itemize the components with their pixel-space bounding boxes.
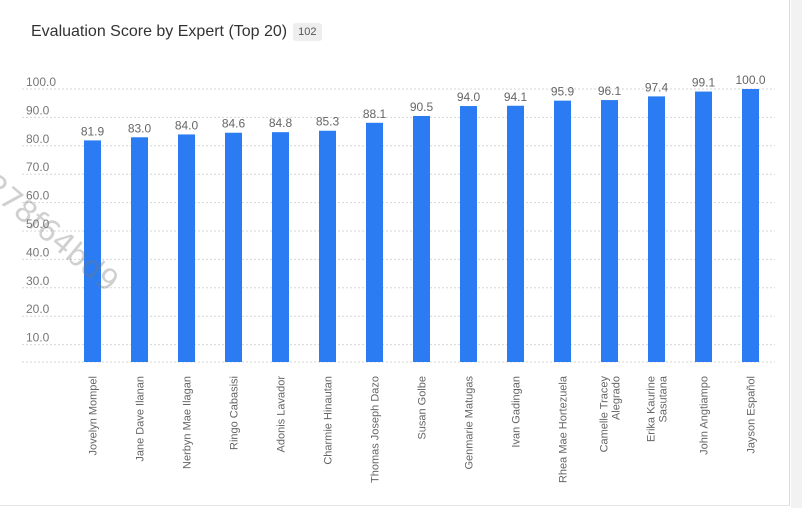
y-tick-label: 90.0	[26, 103, 50, 117]
x-tick-label-line: Thomas Joseph Dazo	[370, 376, 382, 483]
x-tick-label-line: Ivan Gadingan	[511, 376, 523, 448]
data-label: 97.4	[645, 80, 669, 94]
data-label: 85.3	[316, 115, 340, 129]
x-tick-label-line: Charmie Hinautan	[323, 376, 335, 465]
data-label: 94.1	[504, 90, 528, 104]
y-tick-label: 70.0	[26, 160, 50, 174]
x-tick-label-line: Sasutana	[658, 375, 670, 422]
y-tick-label: 10.0	[26, 331, 50, 345]
data-label: 100.0	[735, 73, 765, 87]
x-tick-label: John Angtiampo	[699, 376, 711, 455]
scrollbar-track[interactable]	[791, 0, 802, 508]
x-tick-label: Genmarie Matugas	[464, 376, 476, 470]
x-tick-label: Jane Dave Ilanan	[135, 376, 147, 462]
x-tick-label: Charmie Hinautan	[323, 376, 335, 465]
data-label: 84.8	[269, 116, 293, 130]
chart-panel	[0, 0, 790, 506]
x-tick-label-line: Camelle Tracey	[599, 376, 611, 453]
x-tick-label-line: Jane Dave Ilanan	[135, 376, 147, 462]
x-tick-label-line: Genmarie Matugas	[464, 376, 476, 470]
bar	[272, 132, 289, 362]
y-tick-label: 100.0	[26, 75, 56, 89]
bar	[366, 122, 383, 363]
data-label: 83.0	[128, 121, 152, 135]
data-label: 88.1	[363, 107, 387, 121]
x-tick-label-line: Rhea Mae Hortezuela	[558, 375, 570, 483]
data-label: 95.9	[551, 85, 575, 99]
bar	[601, 100, 618, 363]
x-tick-label-line: Jayson Español	[746, 376, 758, 454]
bar-chart: 10.0 20.0 30.0 40.0 50.0 60.0 70.0 80.0 90.0 100.…	[22, 73, 775, 483]
bar	[742, 89, 759, 362]
x-tick-label: Susan Golbe	[417, 376, 429, 440]
x-tick-label-line: Susan Golbe	[417, 376, 429, 440]
x-tick-label-line: Jovelyn Mompel	[88, 376, 100, 455]
y-tick-label: 80.0	[26, 132, 50, 146]
data-label: 84.0	[175, 118, 199, 132]
x-tick-label: Erika Kaurine Sasutana	[646, 375, 670, 442]
x-tick-label: Adonis Lavador	[276, 376, 288, 453]
data-label: 81.9	[81, 124, 105, 138]
y-tick-label: 30.0	[26, 274, 50, 288]
bar	[413, 115, 430, 362]
x-tick-label: Nerbyn Mae Ilagan	[182, 376, 194, 469]
x-tick-label: Jayson Español	[746, 376, 758, 454]
x-tick-label-line: Erika Kaurine	[646, 376, 658, 442]
x-tick-label: Camelle Tracey Alegrado	[599, 376, 623, 453]
bar	[507, 105, 524, 363]
data-label: 94.0	[457, 90, 481, 104]
x-tick-label: Thomas Joseph Dazo	[370, 376, 382, 483]
bar	[648, 96, 665, 362]
x-tick-label-line: Ringo Cabasisi	[229, 376, 241, 450]
chart-header: Evaluation Score by Expert (Top 20) 102	[31, 21, 322, 43]
count-badge: 102	[293, 23, 322, 41]
chart-area: 10.0 20.0 30.0 40.0 50.0 60.0 70.0 80.0 90.0 100.…	[22, 73, 775, 483]
bar	[554, 100, 571, 363]
x-tick-label: Ringo Cabasisi	[229, 376, 241, 450]
y-tick-label: 60.0	[26, 189, 50, 203]
chart-title: Evaluation Score by Expert (Top 20)	[31, 23, 288, 40]
bar	[695, 91, 712, 362]
y-tick-label: 20.0	[26, 302, 50, 316]
x-tick-label-line: Nerbyn Mae Ilagan	[182, 376, 194, 469]
bar	[225, 132, 242, 362]
bar	[460, 106, 477, 362]
data-label: 96.1	[598, 84, 622, 98]
data-label: 90.5	[410, 100, 434, 114]
x-tick-label: Rhea Mae Hortezuela	[558, 375, 570, 483]
bar	[178, 134, 195, 362]
x-tick-label-line: Adonis Lavador	[276, 376, 288, 453]
bar	[319, 130, 336, 362]
x-tick-label: Ivan Gadingan	[511, 376, 523, 448]
y-tick-label: 50.0	[26, 217, 50, 231]
data-label: 99.1	[692, 76, 716, 90]
x-tick-label: Jovelyn Mompel	[88, 376, 100, 455]
y-tick-label: 40.0	[26, 245, 50, 259]
data-label: 84.6	[222, 117, 246, 131]
x-tick-label-line: John Angtiampo	[699, 376, 711, 455]
bar	[84, 140, 101, 362]
bar	[131, 137, 148, 362]
x-tick-label-line: Alegrado	[611, 376, 623, 420]
